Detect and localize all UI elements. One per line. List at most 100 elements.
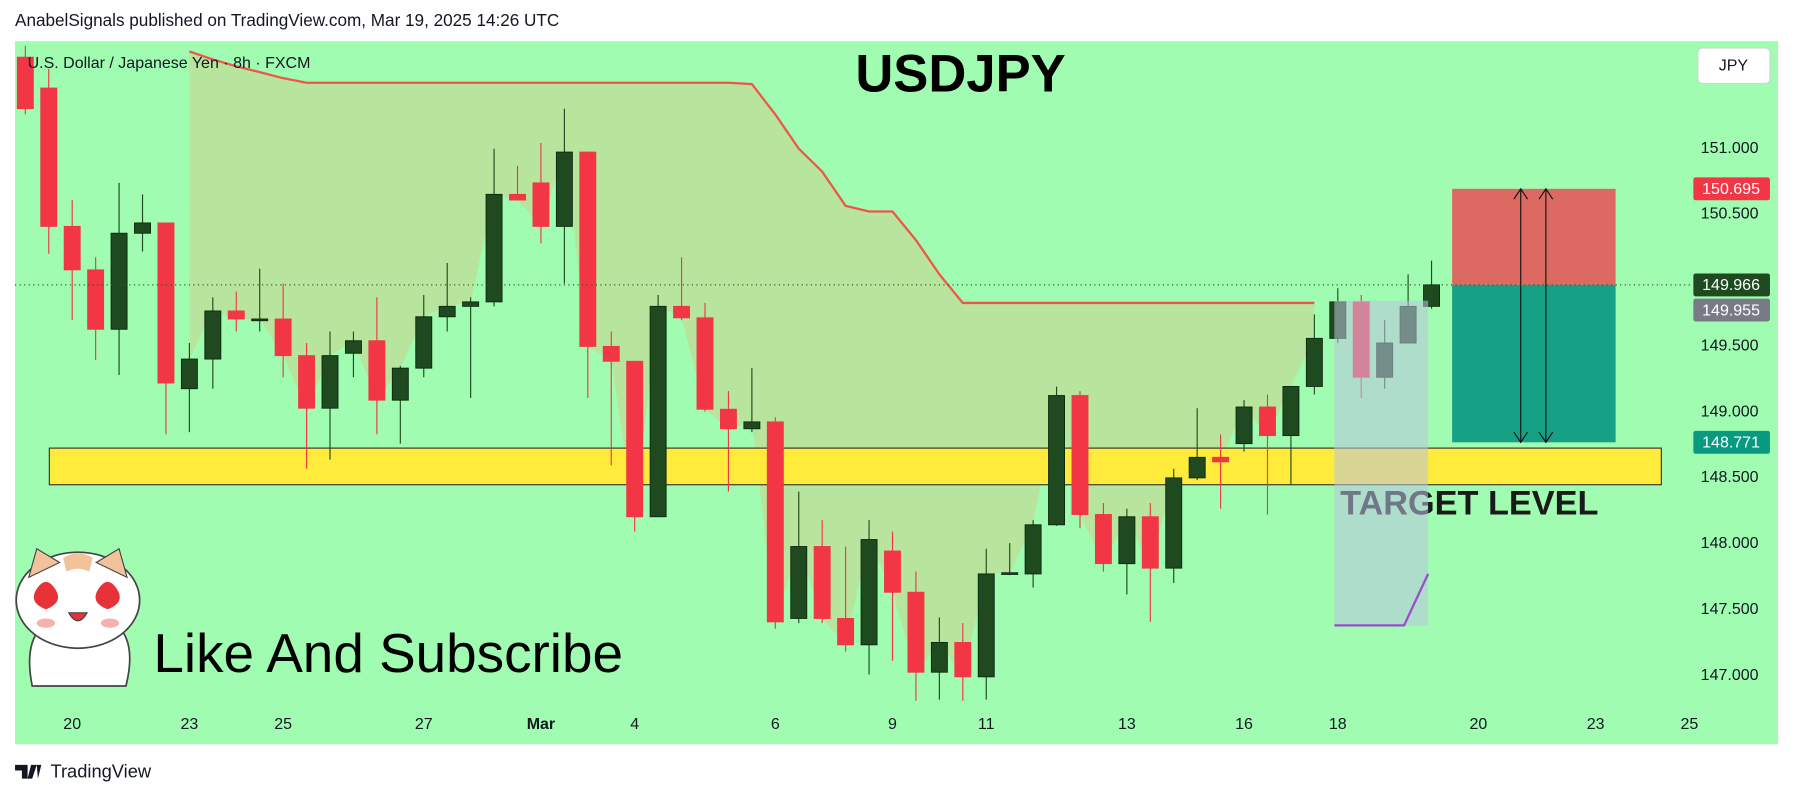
y-tick-label: 147.000 bbox=[1701, 667, 1759, 684]
x-tick-label: Mar bbox=[527, 716, 555, 733]
candle-body bbox=[462, 301, 480, 307]
y-tick-label: 150.500 bbox=[1701, 206, 1759, 223]
main-layer: 151.000 150.500 149.500 149.000 148.500 148.0… bbox=[15, 45, 1770, 733]
arrow-head bbox=[1538, 187, 1554, 444]
candle-body bbox=[930, 641, 948, 673]
candle-body bbox=[1259, 406, 1276, 437]
candle-body bbox=[626, 360, 644, 518]
price-label: 148.771 bbox=[1702, 435, 1760, 452]
x-tick-label: 20 bbox=[1470, 716, 1488, 733]
candle-body bbox=[1188, 456, 1206, 479]
candle-body bbox=[1118, 516, 1136, 565]
candle-body bbox=[743, 421, 761, 430]
candle-body bbox=[1024, 524, 1042, 575]
footer-brand: TradingView bbox=[50, 761, 151, 782]
x-tick-label: 23 bbox=[1587, 716, 1605, 733]
candle-body bbox=[321, 355, 339, 409]
candle-body bbox=[1071, 395, 1089, 515]
candle-body bbox=[1094, 514, 1112, 565]
tradingview-logo bbox=[15, 764, 42, 779]
candle-body bbox=[298, 355, 316, 409]
projection-box bbox=[1334, 300, 1429, 626]
candle-body bbox=[977, 573, 995, 678]
x-tick-label: 25 bbox=[1680, 716, 1698, 733]
price-label: 149.955 bbox=[1702, 302, 1760, 319]
y-tick-label: 149.000 bbox=[1701, 403, 1759, 420]
candle-body bbox=[579, 151, 597, 347]
candle-body bbox=[1282, 385, 1300, 437]
price-label: 149.966 bbox=[1702, 277, 1760, 294]
x-tick-label: 16 bbox=[1235, 716, 1253, 733]
candle-body bbox=[344, 340, 362, 354]
currency-label[interactable]: JPY bbox=[1719, 58, 1749, 75]
candle-body bbox=[884, 550, 901, 593]
candle-body bbox=[532, 182, 550, 227]
x-tick-label: 6 bbox=[771, 716, 780, 733]
candle-body bbox=[509, 193, 526, 201]
candle-body bbox=[368, 340, 386, 401]
price-label: 150.695 bbox=[1702, 181, 1760, 198]
publisher-header: AnabelSignals published on TradingView.c… bbox=[15, 10, 559, 30]
stop-zone bbox=[1452, 188, 1616, 285]
candle-body bbox=[1235, 406, 1253, 445]
price-label-box bbox=[1693, 273, 1770, 297]
candle-body bbox=[1048, 395, 1066, 526]
candle-body bbox=[790, 546, 808, 619]
y-tick-label: 148.000 bbox=[1701, 535, 1759, 552]
price-label-box bbox=[1693, 430, 1770, 454]
cat-sticker bbox=[15, 547, 141, 687]
chart-title: USDJPY bbox=[855, 45, 1065, 104]
candle-body bbox=[673, 305, 691, 319]
y-tick-label: 147.500 bbox=[1701, 601, 1759, 618]
annotation-text: Like And Subscribe bbox=[153, 622, 623, 684]
currency-box[interactable] bbox=[1697, 47, 1771, 85]
candle-body bbox=[180, 358, 198, 390]
x-tick-label: 13 bbox=[1118, 716, 1136, 733]
projection-path bbox=[1334, 573, 1430, 627]
symbol-subtitle: U.S. Dollar / Japanese Yen · 8h · FXCM bbox=[28, 55, 311, 72]
arrow-head bbox=[1513, 187, 1529, 444]
candle-body bbox=[1305, 337, 1323, 387]
candle-body bbox=[157, 222, 175, 384]
candle-body bbox=[485, 193, 503, 303]
x-tick-label: 20 bbox=[63, 716, 81, 733]
candle-body bbox=[555, 151, 573, 227]
candle-body bbox=[438, 305, 456, 318]
x-tick-label: 25 bbox=[274, 716, 292, 733]
candle-body bbox=[602, 345, 620, 362]
candle-body bbox=[649, 305, 667, 518]
candle-body bbox=[719, 408, 737, 430]
candle-body bbox=[63, 225, 81, 271]
candle-body bbox=[227, 310, 245, 320]
y-tick-label: 151.000 bbox=[1701, 140, 1759, 157]
candle-body bbox=[16, 56, 34, 110]
candle-body bbox=[766, 421, 784, 623]
candle-body bbox=[696, 317, 714, 410]
candle-body bbox=[40, 87, 58, 227]
candle-body bbox=[907, 591, 925, 673]
candle-body bbox=[110, 232, 128, 330]
candle-body bbox=[837, 617, 855, 646]
candle-body bbox=[391, 367, 409, 401]
y-tick-label: 149.500 bbox=[1701, 337, 1759, 354]
candle-body bbox=[87, 269, 105, 330]
candle-body bbox=[251, 318, 269, 322]
price-label-box bbox=[1693, 177, 1770, 201]
x-tick-label: 27 bbox=[415, 716, 433, 733]
candle-body bbox=[274, 318, 292, 357]
x-tick-label: 4 bbox=[630, 716, 639, 733]
candle-body bbox=[813, 546, 831, 619]
trend-line bbox=[189, 50, 1315, 305]
candle-body bbox=[134, 222, 151, 234]
candle-body bbox=[1141, 516, 1159, 569]
candle-body bbox=[204, 310, 222, 360]
candle-body bbox=[954, 641, 972, 678]
price-label-box bbox=[1693, 298, 1770, 322]
y-tick-label: 148.500 bbox=[1701, 469, 1759, 486]
candle-body bbox=[1212, 456, 1230, 463]
x-tick-label: 9 bbox=[888, 716, 897, 733]
candle-body bbox=[1001, 572, 1019, 575]
x-tick-label: 18 bbox=[1329, 716, 1347, 733]
candle-body bbox=[1165, 477, 1183, 569]
